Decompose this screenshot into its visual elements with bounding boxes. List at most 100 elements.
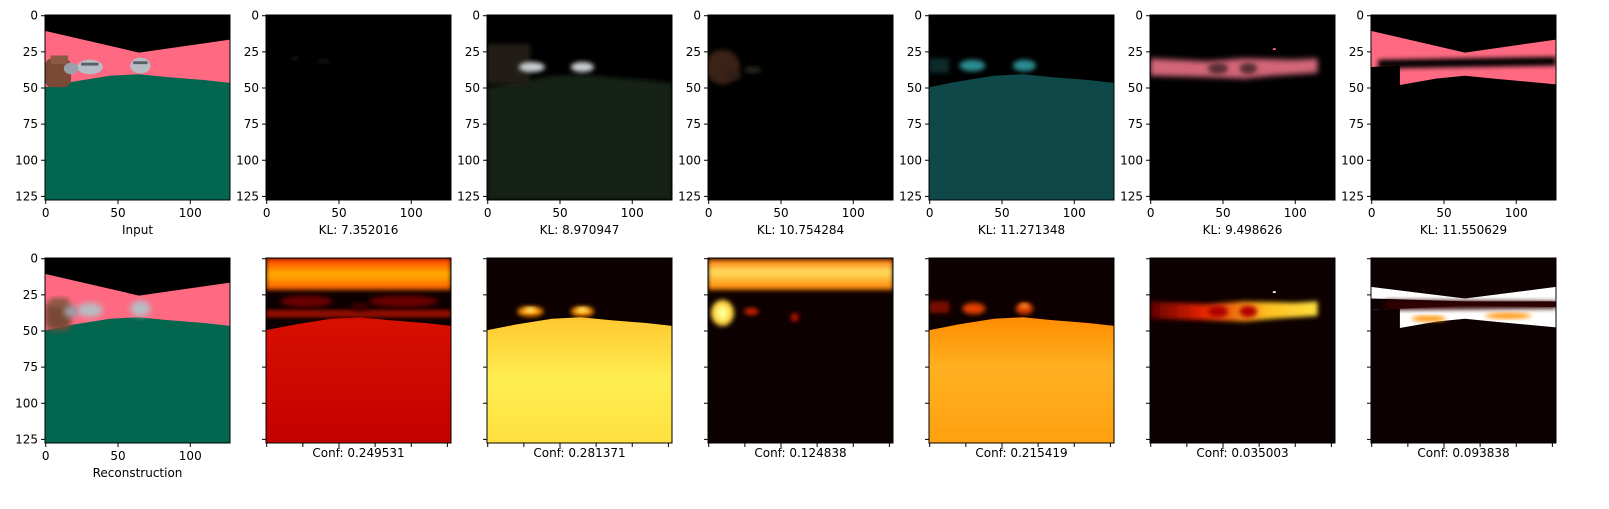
heat-background xyxy=(1150,258,1335,443)
y-tick-label: 75 xyxy=(907,117,922,131)
subplot-xlabel: KL: 9.498626 xyxy=(1203,223,1283,237)
car-highlight xyxy=(570,61,594,73)
heat-road xyxy=(929,317,1114,443)
y-tick-label: 0 xyxy=(472,9,480,23)
y-tick-label: 100 xyxy=(678,153,701,167)
building-top xyxy=(50,298,69,308)
subplot-xlabel: Input xyxy=(122,223,153,237)
x-tick-label: 100 xyxy=(179,206,202,220)
subplot-xlabel: Conf: 0.281371 xyxy=(533,446,625,460)
x-tick-label: 0 xyxy=(42,206,50,220)
y-tick-label: 100 xyxy=(15,396,38,410)
faint-blob xyxy=(290,55,300,62)
heat-mid-band xyxy=(266,310,451,318)
heat-road xyxy=(487,317,672,443)
subplot-1-6: Conf: 0.093838 xyxy=(1367,257,1557,460)
x-tick-label: 0 xyxy=(705,206,713,220)
subplot-image xyxy=(487,258,672,443)
subplot-xlabel: KL: 7.352016 xyxy=(319,223,399,237)
subplot-image xyxy=(266,258,451,443)
x-tick-label: 50 xyxy=(110,449,125,463)
y-tick-label: 0 xyxy=(251,9,259,23)
y-tick-label: 75 xyxy=(23,117,38,131)
x-tick-label: 0 xyxy=(1368,206,1376,220)
y-tick-label: 100 xyxy=(236,153,259,167)
car-dark xyxy=(351,302,369,312)
heat-background xyxy=(1371,258,1556,443)
y-tick-label: 125 xyxy=(1341,189,1364,203)
x-tick-label: 100 xyxy=(621,206,644,220)
subplot-xlabel: KL: 11.271348 xyxy=(978,223,1065,237)
axes-frame xyxy=(1149,257,1336,444)
y-tick-label: 100 xyxy=(1341,153,1364,167)
car-shadow xyxy=(1207,305,1229,318)
subplot-xlabel: Reconstruction xyxy=(93,466,183,480)
car-right xyxy=(130,300,151,317)
dark-stripe xyxy=(1378,56,1556,69)
image-background xyxy=(1150,15,1335,200)
building-shape xyxy=(45,301,72,331)
car-left xyxy=(76,59,103,75)
car-highlight xyxy=(518,61,545,73)
car-shadow xyxy=(1239,62,1257,75)
y-tick-label: 0 xyxy=(30,9,38,23)
car-shadow xyxy=(1207,62,1229,75)
subplot-image xyxy=(708,15,893,200)
road-region xyxy=(45,317,230,443)
y-tick-label: 125 xyxy=(1120,189,1143,203)
y-tick-label: 50 xyxy=(1128,81,1143,95)
y-tick-label: 50 xyxy=(244,81,259,95)
y-tick-label: 50 xyxy=(23,324,38,338)
axes-frame xyxy=(1370,14,1557,201)
white-upper xyxy=(1371,286,1556,302)
y-tick-label: 50 xyxy=(465,81,480,95)
left-cut xyxy=(1371,65,1400,91)
orange-lip xyxy=(1485,312,1532,319)
building-shape xyxy=(45,58,72,88)
car-left xyxy=(76,302,103,318)
x-tick-label: 0 xyxy=(926,206,934,220)
x-tick-label: 50 xyxy=(773,206,788,220)
image-background xyxy=(266,15,451,200)
y-tick-label: 50 xyxy=(23,81,38,95)
car-core xyxy=(524,307,537,313)
y-tick-label: 125 xyxy=(15,189,38,203)
axes-frame xyxy=(44,14,231,201)
car-far-left xyxy=(63,62,79,75)
warm-building xyxy=(929,301,950,313)
axes-frame xyxy=(707,14,894,201)
y-tick-label: 100 xyxy=(457,153,480,167)
axes-frame xyxy=(486,257,673,444)
y-tick-label: 75 xyxy=(465,117,480,131)
pink-band xyxy=(1150,58,1318,79)
x-tick-label: 100 xyxy=(179,449,202,463)
x-tick-label: 100 xyxy=(1505,206,1528,220)
y-tick-label: 25 xyxy=(1128,45,1143,59)
blob xyxy=(790,312,800,322)
subplot-xlabel: Conf: 0.249531 xyxy=(312,446,404,460)
subplot-xlabel: KL: 11.550629 xyxy=(1420,223,1507,237)
car-left-window xyxy=(81,62,99,66)
building-top xyxy=(50,55,69,65)
car-core xyxy=(1020,303,1029,308)
subplot-image xyxy=(45,15,230,200)
x-tick-label: 0 xyxy=(484,206,492,220)
x-tick-label: 50 xyxy=(1215,206,1230,220)
axes-frame xyxy=(1370,257,1557,444)
y-tick-label: 75 xyxy=(1349,117,1364,131)
axes-frame xyxy=(928,14,1115,201)
dark-band xyxy=(280,295,333,308)
y-tick-label: 0 xyxy=(30,252,38,266)
y-tick-label: 75 xyxy=(1128,117,1143,131)
faint-blob xyxy=(316,58,332,65)
subplot-1-2: Conf: 0.281371 xyxy=(483,257,673,460)
y-tick-label: 125 xyxy=(457,189,480,203)
y-tick-label: 50 xyxy=(1349,81,1364,95)
car-right xyxy=(130,57,151,74)
subplot-0-4: 0 25 50 75 100 125 0 50 100 KL: 11.271348 xyxy=(899,9,1115,237)
subplot-xlabel: Conf: 0.035003 xyxy=(1196,446,1288,460)
road-region xyxy=(45,74,230,200)
subplot-1-5: Conf: 0.035003 xyxy=(1146,257,1336,460)
